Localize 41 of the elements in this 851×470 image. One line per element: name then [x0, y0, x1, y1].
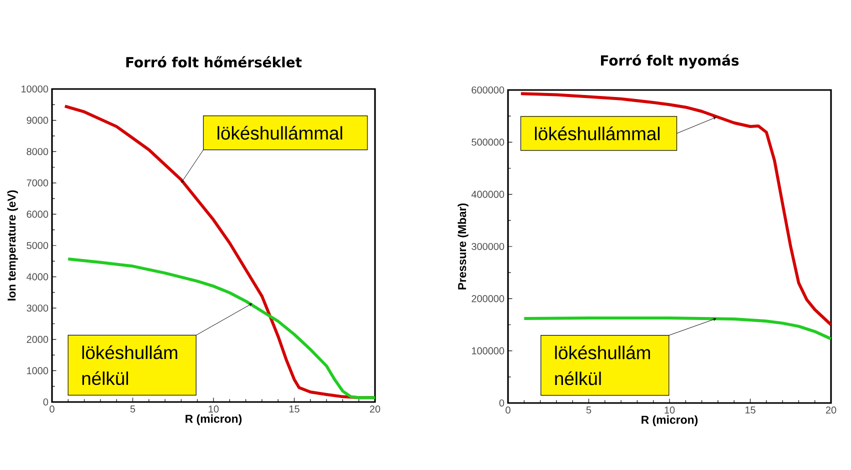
x-tick-label: 5: [586, 406, 592, 414]
annotation: lökéshullám nélkül: [82, 345, 178, 386]
x-axis-title: R (micron): [642, 415, 698, 426]
y-tick-label: 400000: [471, 190, 504, 198]
y-tick-label: 2000: [26, 336, 48, 343]
x-tick-label: 10: [208, 406, 219, 413]
y-tick-label: 0: [43, 398, 48, 406]
y-tick-label: 6000: [26, 210, 48, 218]
y-tick-label: 600000: [472, 86, 504, 94]
x-tick-label: 20: [370, 406, 380, 413]
chart-title: Forró folt hőmérséklet: [126, 56, 302, 68]
annotation: lökéshullám nélkül: [555, 346, 650, 386]
y-tick-label: 4000: [26, 273, 48, 280]
line-series: [66, 257, 376, 400]
y-tick-label: 1000: [27, 367, 48, 374]
annotation: lökéshullámmal: [218, 126, 342, 140]
x-tick-label: 15: [745, 406, 756, 414]
annotation: lökéshullámmal: [535, 126, 660, 140]
chart-title: Forró folt nyomás: [601, 54, 739, 69]
x-tick-label: 0: [506, 406, 510, 414]
y-tick-label: 10000: [22, 85, 48, 93]
y-tick-label: 9000: [26, 116, 48, 124]
x-tick-label: 0: [50, 406, 54, 413]
y-tick-label: 0: [499, 399, 504, 407]
y-tick-label: 5000: [26, 242, 48, 250]
y-tick-label: 300000: [472, 242, 504, 250]
x-axis-title: R (micron): [186, 414, 242, 426]
line-series: [519, 92, 832, 326]
x-tick-label: 5: [130, 406, 136, 412]
line-series: [522, 316, 832, 340]
x-tick-label: 15: [289, 406, 300, 412]
y-tick-label: 200000: [472, 295, 504, 302]
y-tick-label: 7000: [26, 179, 48, 186]
x-tick-label: 10: [664, 406, 675, 414]
x-tick-label: 20: [826, 406, 836, 414]
y-tick-label: 100000: [472, 347, 504, 354]
y-axis-title: Ion temperature (eV): [7, 190, 18, 300]
y-tick-label: 8000: [26, 148, 48, 156]
y-axis-title: Pressure (Mbar): [458, 203, 468, 290]
y-tick-label: 3000: [26, 304, 48, 312]
y-tick-label: 500000: [472, 138, 504, 146]
